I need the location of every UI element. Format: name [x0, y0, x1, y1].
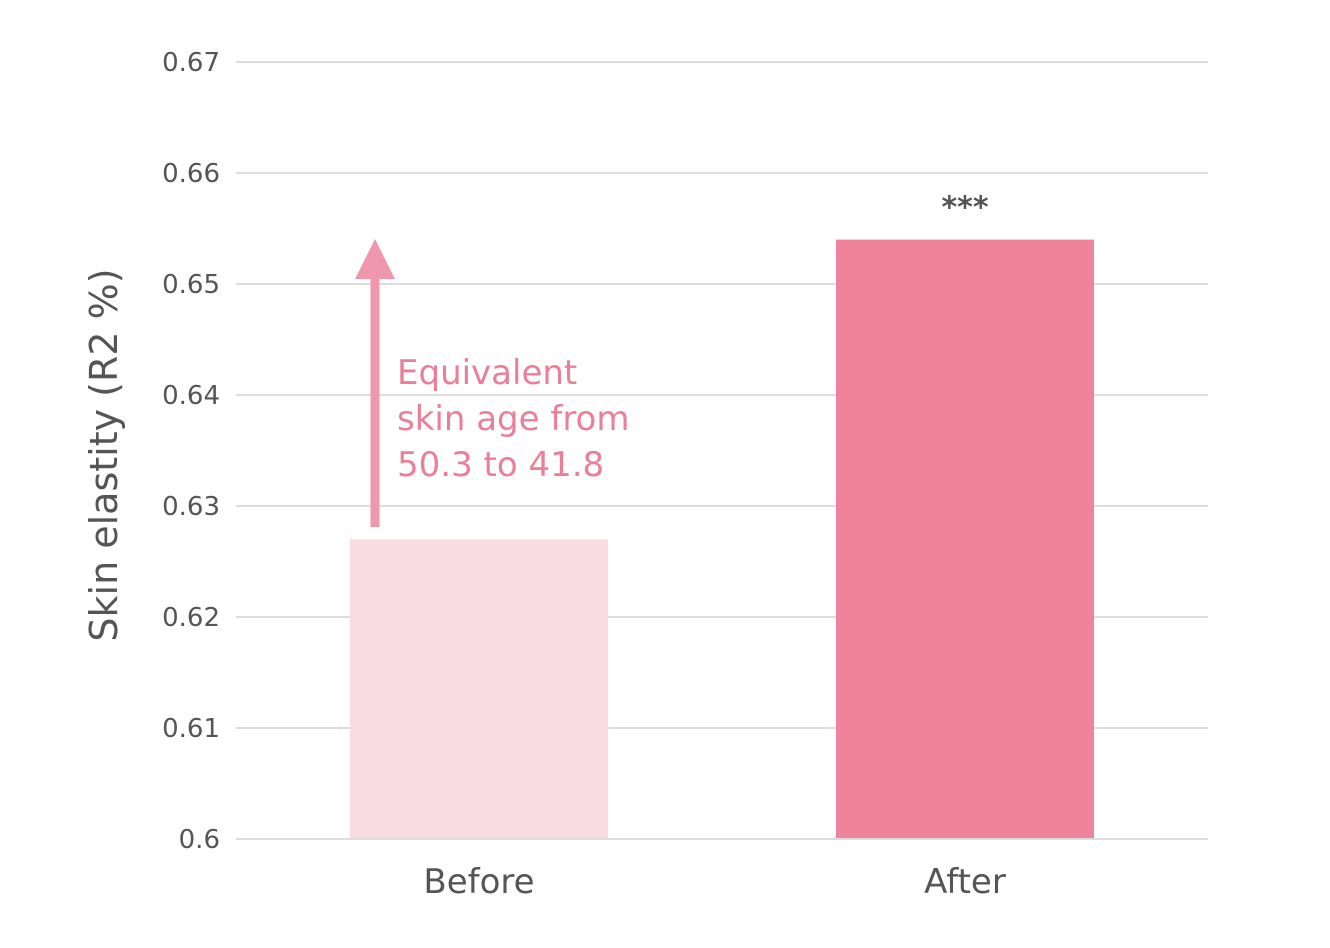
- y-axis-title: Skin elastity (R2 %): [82, 268, 126, 641]
- annotation-line-2: skin age from: [397, 399, 629, 439]
- x-tick-label: Before: [423, 862, 534, 902]
- y-tick-label: 0.6: [179, 825, 220, 855]
- y-axis-ticks: 0.6 0.61 0.62 0.63 0.64 0.65 0.66 0.67: [162, 48, 220, 855]
- y-tick-label: 0.61: [162, 714, 220, 744]
- significance-label: ***: [941, 191, 988, 226]
- arrow-head-icon: [355, 239, 395, 279]
- bar-after: [836, 239, 1094, 839]
- y-tick-label: 0.65: [162, 270, 220, 300]
- annotation-text: Equivalent skin age from 50.3 to 41.8: [397, 353, 640, 485]
- bars: [350, 239, 1094, 839]
- y-tick-label: 0.64: [162, 381, 220, 411]
- annotation-line-1: Equivalent: [397, 353, 577, 393]
- bar-before: [350, 539, 608, 838]
- increase-arrow: [355, 239, 395, 527]
- x-axis-labels: Before After: [423, 862, 1005, 902]
- y-tick-label: 0.63: [162, 492, 220, 522]
- y-tick-label: 0.66: [162, 159, 220, 189]
- y-tick-label: 0.67: [162, 48, 220, 78]
- annotation-line-3: 50.3 to 41.8: [397, 445, 604, 485]
- y-tick-label: 0.62: [162, 603, 220, 633]
- x-tick-label: After: [924, 862, 1006, 902]
